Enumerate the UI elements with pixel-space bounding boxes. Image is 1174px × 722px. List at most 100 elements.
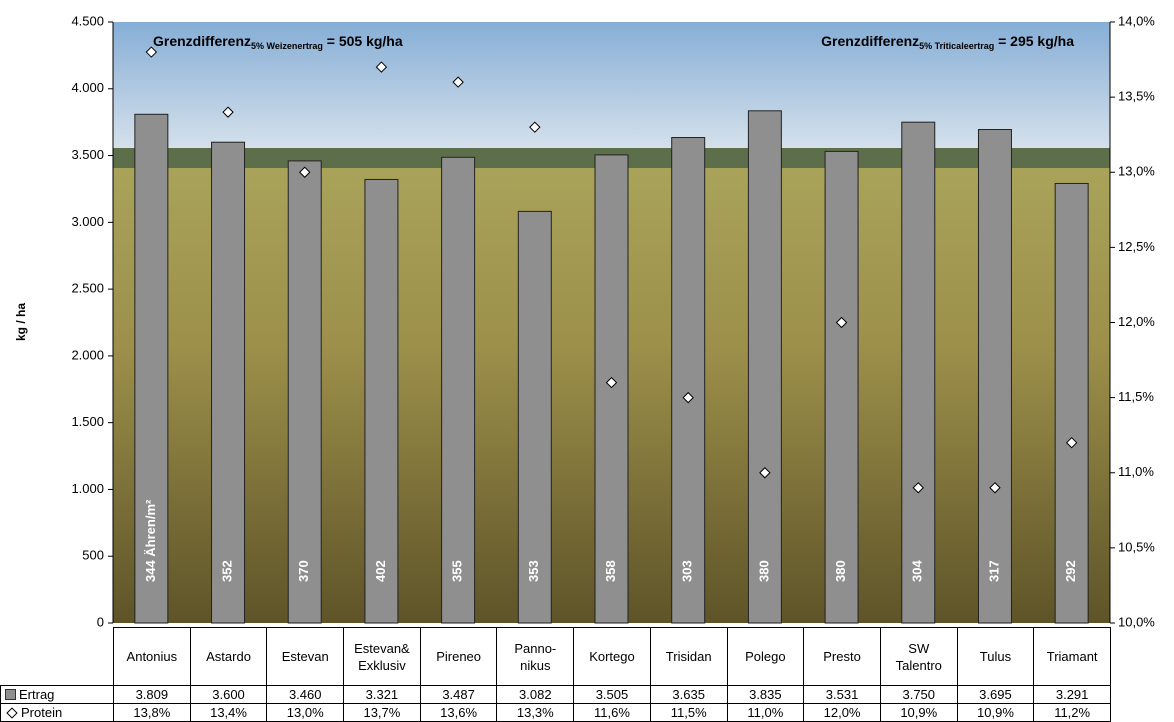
value-cell: 3.695 [956, 685, 1035, 704]
protein-marker [835, 316, 848, 329]
value-cell: 3.750 [879, 685, 958, 704]
annotation: Grenzdifferenz5% Triticaleertrag = 295 k… [821, 33, 1074, 52]
y2-tick-label: 12,0% [1118, 314, 1155, 329]
bar-label: 380 [756, 560, 771, 582]
bar-label: 402 [373, 560, 388, 582]
y2-tick-label: 10,5% [1118, 539, 1155, 554]
legend-label: Protein [21, 705, 63, 720]
value-cell: 13,8% [113, 703, 191, 722]
bar [287, 160, 322, 624]
value-cell: 10,9% [956, 703, 1035, 722]
category-cell: Panno- nikus [496, 627, 575, 686]
category-cell: Kortego [573, 627, 651, 686]
y-tick-label: 2.000 [71, 347, 104, 362]
bar-label: 353 [526, 560, 541, 582]
category-cell: Pireneo [419, 627, 498, 686]
y2-tick-label: 11,5% [1118, 389, 1154, 404]
bar-label: 355 [450, 560, 465, 582]
bar [134, 113, 169, 624]
value-cell: 11,2% [1033, 703, 1111, 722]
bar-label: 370 [296, 560, 311, 582]
annotation-rest: = 295 kg/ha [994, 33, 1074, 49]
category-cell: Polego [726, 627, 805, 686]
annotation-text: Grenzdifferenz [153, 33, 251, 49]
protein-marker [145, 46, 158, 58]
value-cell: 13,7% [343, 703, 421, 722]
category-cell: Triamant [1033, 627, 1111, 686]
bar-label: 380 [833, 560, 848, 582]
bar [517, 210, 552, 624]
legend-cell: Protein [0, 703, 114, 722]
bar-label: 352 [219, 560, 234, 582]
bar [977, 129, 1012, 624]
bar [594, 154, 629, 624]
bar [901, 121, 936, 624]
value-cell: 11,0% [726, 703, 805, 722]
bar-label: 344 Ähren/m² [143, 499, 158, 582]
value-cell: 11,6% [573, 703, 651, 722]
value-cell: 3.635 [649, 685, 728, 704]
value-cell: 3.487 [419, 685, 498, 704]
y-tick-label: 3.000 [71, 214, 104, 229]
value-cell: 10,9% [879, 703, 958, 722]
category-cell: Tulus [956, 627, 1035, 686]
bar-label: 317 [986, 560, 1001, 582]
protein-marker [375, 61, 388, 73]
category-cell: SW Talentro [879, 627, 958, 686]
value-cell: 13,6% [419, 703, 498, 722]
bar-label: 303 [680, 560, 695, 582]
protein-marker [299, 166, 311, 178]
bar-label: 292 [1063, 560, 1078, 582]
protein-marker [759, 467, 771, 479]
bar-label: 358 [603, 560, 618, 582]
y-tick-label: 4.500 [71, 13, 104, 28]
value-cell: 3.531 [803, 685, 881, 704]
y2-tick-label: 14,0% [1118, 13, 1155, 28]
protein-marker [605, 376, 618, 389]
y2-tick-label: 10,0% [1118, 614, 1155, 629]
bar [1054, 182, 1089, 624]
y2-tick-label: 13,5% [1118, 89, 1155, 104]
value-cell: 3.600 [189, 685, 268, 704]
value-cell: 13,0% [266, 703, 345, 722]
y-tick-label: 500 [82, 548, 104, 563]
legend-cell: Ertrag [0, 685, 114, 704]
annotation-sub: 5% Weizenertrag [251, 41, 323, 51]
value-cell: 11,5% [649, 703, 728, 722]
protein-marker [682, 391, 694, 404]
protein-marker [989, 482, 1001, 494]
bar [747, 110, 782, 624]
bar [364, 178, 399, 624]
annotation: Grenzdifferenz5% Weizenertrag = 505 kg/h… [153, 33, 403, 52]
bar [211, 141, 246, 624]
bar [824, 150, 859, 624]
value-cell: 3.835 [726, 685, 805, 704]
category-cell: Astardo [189, 627, 268, 686]
y2-tick-label: 12,5% [1118, 239, 1155, 254]
category-cell: Antonius [113, 627, 191, 686]
value-cell: 3.291 [1033, 685, 1111, 704]
y-axis-label: kg / ha [14, 303, 28, 341]
y-tick-label: 2.500 [71, 281, 104, 296]
category-cell: Presto [803, 627, 881, 686]
category-cell: Trisidan [649, 627, 728, 686]
category-cell: Estevan& Exklusiv [343, 627, 421, 686]
annotation-sub: 5% Triticaleertrag [919, 41, 994, 51]
value-cell: 3.082 [496, 685, 575, 704]
protein-marker [452, 76, 464, 88]
protein-marker [1065, 436, 1078, 449]
y-tick-label: 1.000 [71, 481, 104, 496]
protein-marker [222, 106, 234, 118]
y-tick-label: 4.000 [71, 80, 104, 95]
legend-label: Ertrag [19, 687, 55, 702]
y2-tick-label: 13,0% [1118, 164, 1155, 179]
category-cell: Estevan [266, 627, 345, 686]
value-cell: 3.505 [573, 685, 651, 704]
value-cell: 3.321 [343, 685, 421, 704]
value-cell: 13,3% [496, 703, 575, 722]
value-cell: 3.460 [266, 685, 345, 704]
photo-sky [113, 22, 1110, 162]
y2-tick-label: 11,0% [1118, 464, 1154, 479]
